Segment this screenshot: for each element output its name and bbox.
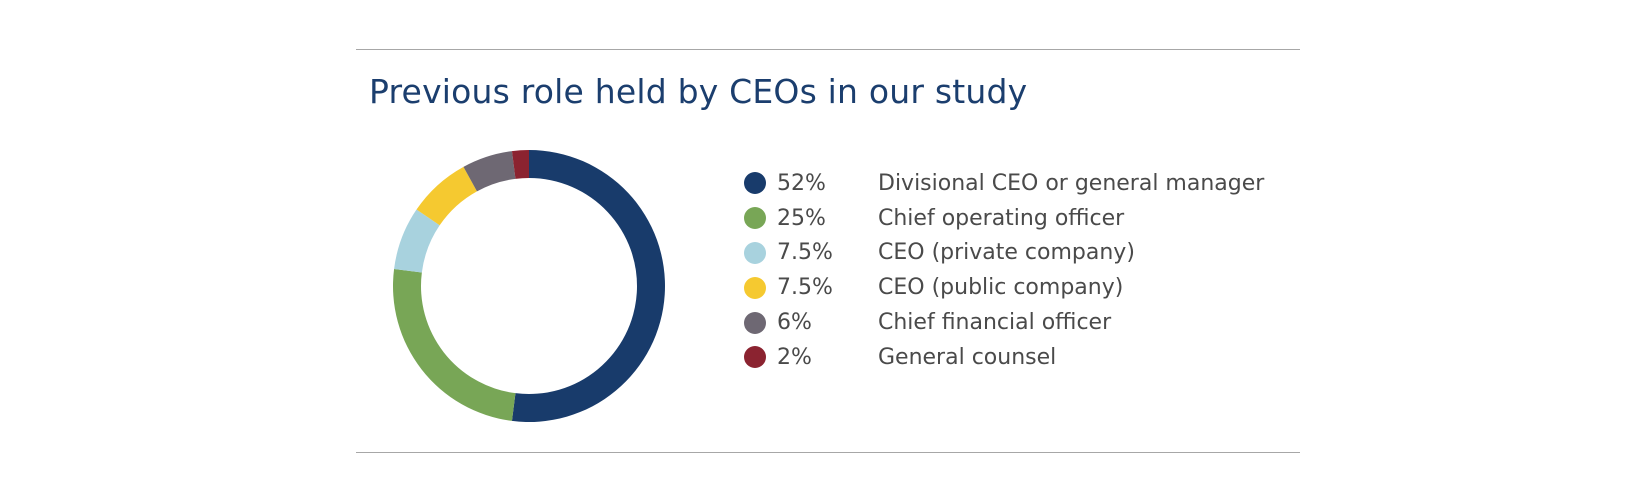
donut-slice [394, 209, 440, 273]
legend-swatch [744, 172, 766, 195]
top-divider [356, 49, 1300, 50]
legend-swatch [744, 276, 766, 299]
legend-label: Chief operating officer [878, 205, 1125, 231]
legend-item: 7.5% CEO (public company) [744, 270, 1264, 305]
legend-item: 52% Divisional CEO or general manager [744, 166, 1264, 201]
legend-percent: 25% [777, 205, 826, 231]
legend-item: 25% Chief operating officer [744, 201, 1264, 236]
legend-swatch [744, 207, 766, 230]
legend-item: 2% General counsel [744, 340, 1264, 375]
legend-item: 6% Chief financial officer [744, 305, 1264, 340]
legend-label: General counsel [878, 344, 1057, 370]
legend-percent: 6% [777, 310, 812, 336]
legend-percent: 7.5% [777, 240, 833, 266]
legend-percent: 7.5% [777, 275, 833, 301]
donut-slice [463, 151, 516, 192]
chart-legend: 52% Divisional CEO or general manager 25… [744, 166, 1264, 375]
donut-slice [511, 150, 529, 179]
chart-title: Previous role held by CEOs in our study [369, 72, 1028, 111]
donut-slice [416, 166, 477, 226]
donut-slice [392, 268, 516, 421]
legend-swatch [744, 311, 766, 334]
bottom-divider [356, 452, 1300, 453]
legend-swatch [744, 241, 766, 264]
legend-swatch [744, 346, 766, 369]
donut-slice [511, 150, 665, 422]
legend-label: CEO (public company) [878, 275, 1124, 301]
legend-percent: 2% [777, 344, 812, 370]
legend-label: Divisional CEO or general manager [878, 170, 1265, 196]
legend-item: 7.5% CEO (private company) [744, 236, 1264, 271]
legend-label: Chief financial officer [878, 310, 1112, 336]
legend-label: CEO (private company) [878, 240, 1135, 266]
legend-percent: 52% [777, 170, 826, 196]
